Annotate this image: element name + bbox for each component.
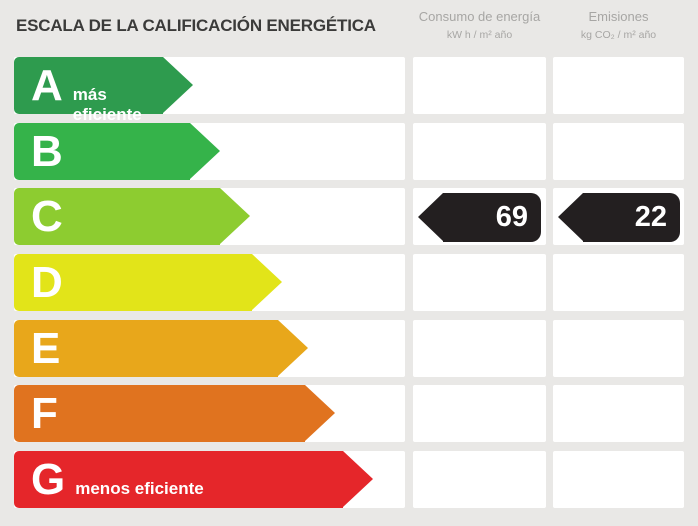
emissions-cell [553,385,684,442]
scale-row-e: E [0,320,698,377]
marker-left-point-icon [558,192,583,241]
consumption-header-unit: kW h / m² año [446,29,513,41]
column-header-consumption: Consumo de energía kW h / m² año [413,9,546,42]
rating-letter: F [31,389,58,438]
rating-arrow-body: C [14,188,220,245]
marker-left-point-icon [418,192,443,241]
efficiency-note: menos eficiente [75,479,204,498]
rating-arrow-d: D [14,254,282,311]
rating-letter: E [31,324,61,373]
rating-arrow-g: G menos eficiente [14,451,373,508]
marker-body: 22 [583,192,680,242]
scale-row-b: B [0,123,698,180]
rating-arrow-body: A más eficiente [14,57,163,124]
emissions-value: 22 [634,200,667,233]
emissions-cell [553,254,684,311]
emissions-header-label: Emisiones [588,9,649,24]
rating-arrow-body: D [14,254,252,311]
page-title: ESCALA DE LA CALIFICACIÓN ENERGÉTICA [16,16,376,35]
efficiency-note: más eficiente [72,85,142,124]
emissions-value-marker: 22 [558,192,680,242]
rating-arrow-c: C [14,188,250,245]
consumption-cell [413,385,546,442]
rating-arrow-body: F [14,385,305,442]
consumption-value-marker: 69 [418,192,541,242]
arrow-tip-icon [278,320,308,376]
arrow-tip-icon [252,254,282,310]
emissions-cell [553,123,684,180]
consumption-cell [413,123,546,180]
consumption-value: 69 [495,200,528,233]
scale-row-c: C 69 22 [0,188,698,245]
rating-arrow-e: E [14,320,308,377]
emissions-header-unit: kg CO₂ / m² año [580,29,657,41]
rating-letter: C [31,192,63,241]
rating-letter: B [31,127,63,176]
rating-arrow-body: E [14,320,278,377]
rating-arrow-body: G menos eficiente [14,451,343,508]
scale-row-f: F [0,385,698,442]
emissions-cell [553,320,684,377]
scale-row-g: G menos eficiente [0,451,698,508]
scale-row-a: A más eficiente [0,57,698,124]
consumption-header-label: Consumo de energía [418,9,541,24]
marker-body: 69 [443,192,541,242]
consumption-cell [413,57,546,114]
arrow-tip-icon [305,385,335,441]
arrow-tip-icon [190,123,220,179]
rating-letter: G [31,455,66,504]
arrow-tip-icon [163,57,193,113]
rating-arrow-body: B [14,123,190,180]
consumption-cell [413,320,546,377]
rating-letter: D [31,258,63,307]
rating-arrow-a: A más eficiente [14,57,193,124]
scale-row-d: D [0,254,698,311]
column-header-emissions: Emisiones kg CO₂ / m² año [553,9,684,42]
rating-arrow-f: F [14,385,335,442]
arrow-tip-icon [343,451,373,507]
rating-arrow-b: B [14,123,220,180]
consumption-cell [413,254,546,311]
rating-letter: A [31,61,63,110]
consumption-cell [413,451,546,508]
emissions-cell [553,57,684,114]
emissions-cell [553,451,684,508]
arrow-tip-icon [220,188,250,244]
